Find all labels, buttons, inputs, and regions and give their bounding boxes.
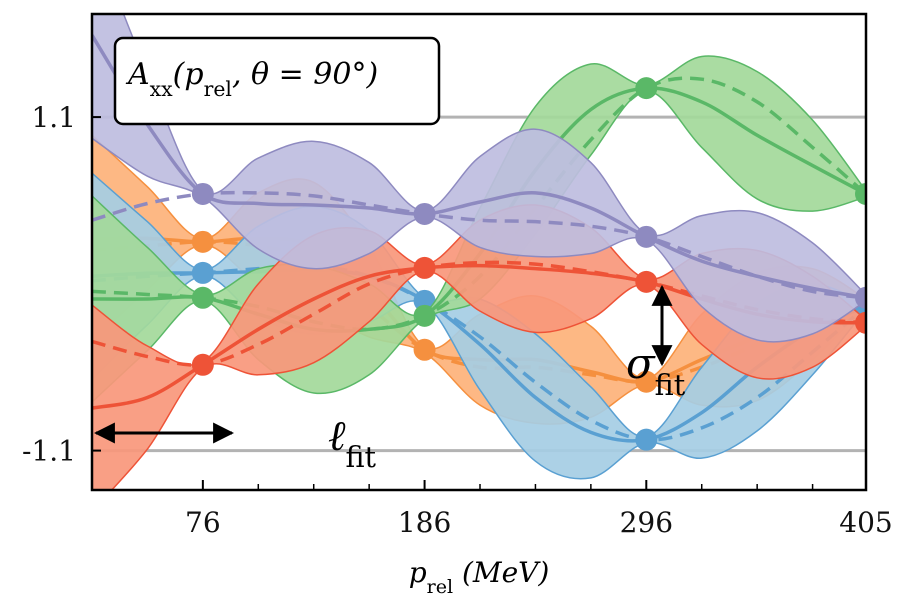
x-axis-label-part: (MeV) [453, 556, 549, 589]
chart-title-part: A [125, 57, 150, 92]
training-point [191, 353, 214, 376]
training-point [191, 230, 214, 253]
training-point [855, 311, 866, 334]
training-point [191, 182, 214, 205]
training-point [635, 428, 658, 451]
std-label-part: fit [655, 368, 686, 402]
mean-line [92, 268, 866, 443]
x-tick-label: 186 [398, 506, 451, 539]
training-point [635, 225, 658, 248]
x-tick-label: 405 [839, 506, 892, 539]
plot-area [92, 14, 866, 490]
chart-title-part: (p [173, 57, 204, 92]
x-tick-label: 76 [185, 506, 221, 539]
x-axis-label: prel (MeV) [409, 556, 550, 598]
training-point [413, 304, 436, 327]
training-point [855, 286, 866, 309]
training-point [191, 286, 214, 309]
title-box [113, 36, 441, 126]
x-axis-label-part: rel [427, 576, 453, 598]
training-point [413, 338, 436, 361]
training-point [635, 77, 658, 100]
training-point [635, 270, 658, 293]
training-point [855, 182, 866, 205]
training-point [413, 256, 436, 279]
x-axis-label-part: p [409, 556, 427, 589]
training-point [191, 261, 214, 284]
length-scale-label: ℓfit [328, 411, 377, 474]
chart-title-part: xx [150, 77, 173, 101]
chart-title-part: , θ = 90°) [232, 57, 378, 92]
length-scale-label-part: fit [346, 440, 377, 474]
y-tick-label: 1.1 [31, 101, 76, 134]
chart-title: Axx(prel, θ = 90°) [125, 57, 378, 101]
x-tick-label: 296 [620, 506, 673, 539]
training-point [635, 370, 658, 393]
plot-frame [90, 12, 868, 492]
std-label-part: σ [626, 339, 656, 388]
chart-title-part: rel [204, 77, 232, 101]
std-label: σfit [626, 339, 686, 402]
band [92, 14, 866, 343]
y-tick-label: -1.1 [22, 435, 76, 468]
length-scale-label-part: ℓ [328, 411, 346, 460]
training-point [413, 202, 436, 225]
